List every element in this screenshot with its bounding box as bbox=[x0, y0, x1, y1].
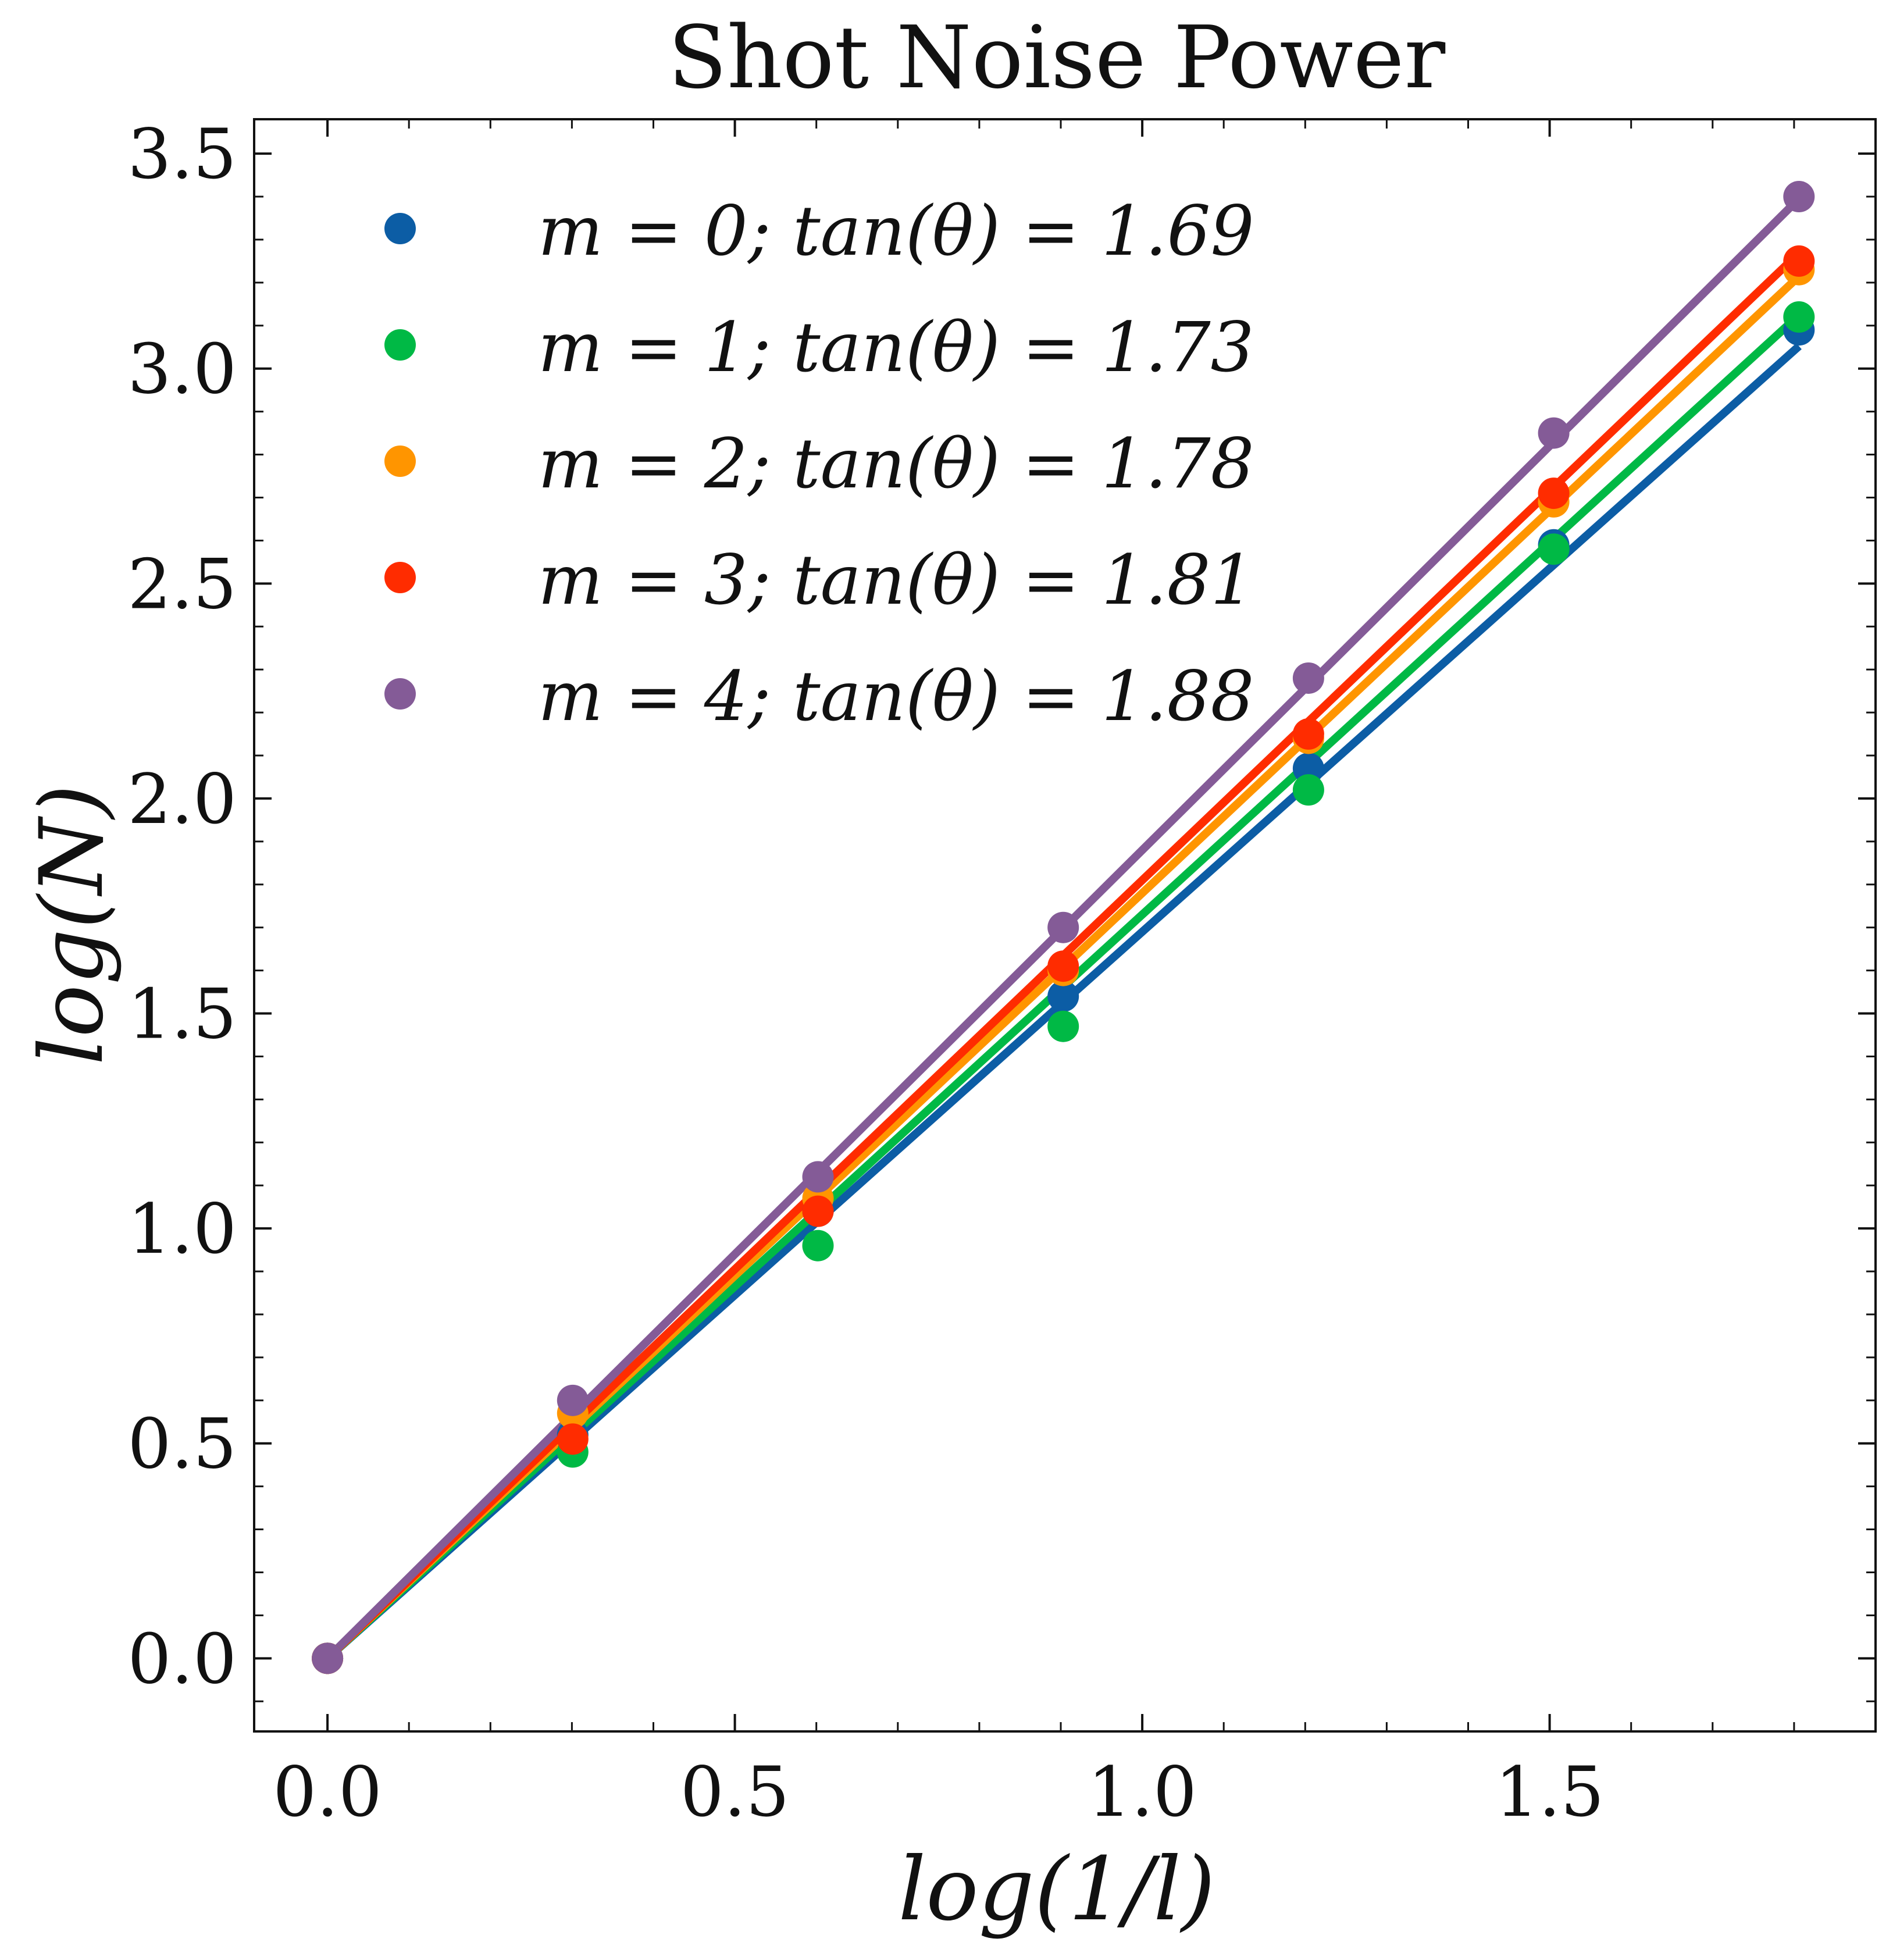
data-point-m1 bbox=[1783, 301, 1815, 333]
data-point-m1 bbox=[1292, 774, 1324, 806]
legend-marker-m1 bbox=[384, 329, 416, 361]
data-point-m3 bbox=[1783, 245, 1815, 277]
data-point-m1 bbox=[1538, 533, 1570, 565]
y-tick-label: 3.0 bbox=[127, 329, 237, 409]
data-point-m4 bbox=[1047, 911, 1079, 943]
data-point-m3 bbox=[802, 1195, 834, 1227]
legend-label-m2: m = 2; tan(θ) = 1.78 bbox=[538, 423, 1254, 504]
x-tick-label: 1.0 bbox=[1088, 1752, 1197, 1832]
data-point-m4 bbox=[1783, 181, 1815, 213]
data-points bbox=[312, 181, 1815, 1674]
y-tick-label: 1.5 bbox=[127, 974, 237, 1054]
minor-ticks bbox=[254, 119, 1877, 1731]
data-point-m0 bbox=[1292, 753, 1324, 785]
x-tick-label: 0.5 bbox=[680, 1752, 790, 1832]
y-tick-label: 3.5 bbox=[127, 114, 237, 194]
data-point-m3 bbox=[1538, 477, 1570, 509]
legend-marker-m3 bbox=[384, 562, 416, 593]
data-point-m4 bbox=[312, 1642, 344, 1674]
data-point-m3 bbox=[557, 1423, 589, 1455]
y-tick-label: 0.5 bbox=[127, 1404, 237, 1484]
y-tick-label: 1.0 bbox=[127, 1189, 237, 1269]
data-point-m1 bbox=[802, 1230, 834, 1261]
legend-label-m3: m = 3; tan(θ) = 1.81 bbox=[538, 540, 1254, 620]
data-point-m4 bbox=[802, 1161, 834, 1193]
legend-label-m1: m = 1; tan(θ) = 1.73 bbox=[538, 307, 1254, 387]
x-axis-label: log(1/l) bbox=[898, 1839, 1215, 1940]
chart-title: Shot Noise Power bbox=[668, 8, 1446, 108]
x-tick-label: 0.0 bbox=[273, 1752, 382, 1832]
tick-labels: 0.0 0.5 1.0 1.5 0.0 0.5 1.0 1.5 2.0 2.5 3.0 3.5 bbox=[127, 114, 1604, 1832]
data-point-m1 bbox=[1047, 1010, 1079, 1042]
y-axis-label: log(N) bbox=[22, 785, 123, 1065]
y-tick-label: 0.0 bbox=[127, 1619, 237, 1699]
legend-marker-m0 bbox=[384, 213, 416, 244]
x-tick-label: 1.5 bbox=[1495, 1752, 1605, 1832]
data-point-m0 bbox=[1047, 980, 1079, 1012]
plot-frame bbox=[253, 118, 1877, 1733]
data-point-m3 bbox=[1292, 718, 1324, 750]
legend-label-m4: m = 4; tan(θ) = 1.88 bbox=[538, 656, 1254, 736]
data-point-m4 bbox=[1538, 417, 1570, 449]
axes-frame bbox=[253, 118, 1877, 1733]
y-tick-label: 2.0 bbox=[127, 759, 237, 839]
data-point-m3 bbox=[1047, 950, 1079, 982]
legend-label-m0: m = 0; tan(θ) = 1.69 bbox=[538, 191, 1254, 271]
legend: m = 0; tan(θ) = 1.69 m = 1; tan(θ) = 1.73… bbox=[384, 191, 1254, 736]
legend-marker-m4 bbox=[384, 678, 416, 710]
legend-marker-m2 bbox=[384, 446, 416, 477]
data-point-m4 bbox=[557, 1384, 589, 1416]
y-tick-label: 2.5 bbox=[127, 544, 237, 624]
data-point-m4 bbox=[1292, 662, 1324, 694]
